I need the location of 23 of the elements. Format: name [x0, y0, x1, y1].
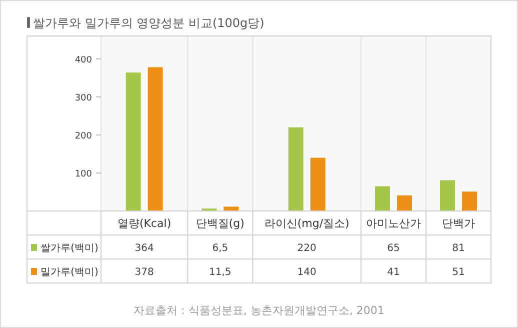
text: 자료출처 : 식품성분표, 농촌자원개발연구소, 2001 [134, 304, 384, 317]
data-label: 65 [387, 243, 400, 254]
y-tick-label: 200 [74, 131, 92, 142]
legend-label: 밀가루(백미) [40, 267, 98, 278]
data-label: 378 [134, 267, 154, 278]
legend-label: 쌀가루(백미) [40, 243, 98, 254]
data-label: 11,5 [209, 267, 232, 278]
data-label: 81 [452, 243, 465, 254]
x-tick-label: 단백질(g) [196, 217, 244, 230]
x-tick-label: 라이신(mg/질소) [264, 217, 350, 230]
data-label: 41 [387, 267, 400, 278]
y-tick-label: 100 [74, 169, 92, 180]
data-label: 140 [297, 267, 316, 278]
data-label: 220 [297, 243, 316, 254]
chart-title: 쌀가루와 밀가루의 영양성분 비교(100g당) [33, 16, 264, 30]
y-tick-label: 300 [74, 93, 92, 104]
data-label: 51 [452, 267, 465, 278]
data-label: 364 [134, 243, 154, 254]
y-tick-label: 400 [74, 55, 92, 66]
x-tick-label: 단백가 [442, 217, 475, 230]
x-tick-label: 열량(Kcal) [118, 217, 172, 230]
data-label: 6,5 [212, 243, 228, 254]
x-tick-label: 아미노산가 [366, 217, 421, 230]
